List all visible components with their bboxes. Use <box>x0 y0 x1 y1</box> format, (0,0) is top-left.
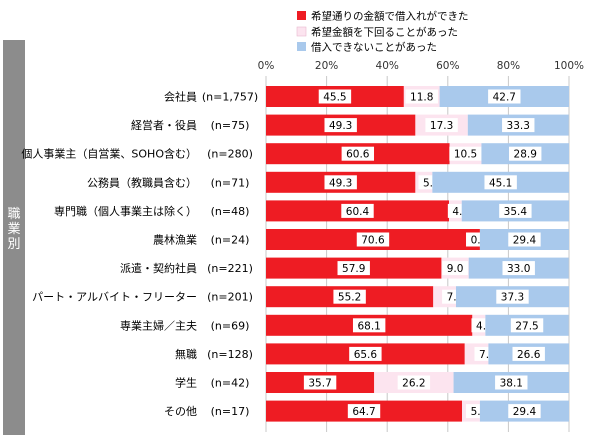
data-label: 9.0 <box>447 263 464 275</box>
legend-swatch-1 <box>297 11 306 20</box>
data-label-box <box>318 89 352 104</box>
data-label-box <box>405 89 438 104</box>
data-label: 60.6 <box>346 149 370 161</box>
data-label-box <box>324 118 357 133</box>
sample-size-label: (n=280) <box>207 148 253 161</box>
group-label-char: 職 <box>7 207 20 222</box>
data-label-box <box>484 175 517 190</box>
legend-label-2: 希望金額を下回ることがあった <box>311 26 458 39</box>
category-label: 会社員 <box>164 90 197 104</box>
legend-swatch-2 <box>296 26 307 37</box>
x-tick-label: 40% <box>376 60 399 72</box>
sample-size-label: (n=69) <box>211 319 250 332</box>
data-label: 64.7 <box>352 406 375 418</box>
category-label: 個人事業主（自営業、SOHO含む） <box>21 147 197 161</box>
data-label: 55.2 <box>338 292 361 304</box>
data-label: 35.4 <box>504 206 528 218</box>
category-label: パート・アルバイト・フリーター <box>32 291 197 304</box>
data-label: 45.5 <box>323 92 346 104</box>
group-band <box>3 40 25 435</box>
data-label-box <box>397 375 431 390</box>
data-label: 29.4 <box>513 235 537 247</box>
data-label: 45.1 <box>489 177 512 189</box>
sample-size-label: (n=75) <box>211 119 250 132</box>
x-tick-label: 60% <box>436 60 459 72</box>
data-label: 27.5 <box>515 320 538 332</box>
data-label-box <box>337 261 370 276</box>
category-label: 専門職（個人事業主は除く） <box>54 204 197 218</box>
data-label-box <box>508 404 541 419</box>
data-label-box <box>496 289 529 304</box>
category-label: 農林漁業 <box>153 233 197 247</box>
sample-size-label: (n=201) <box>207 291 253 304</box>
data-label-box <box>499 203 532 218</box>
sample-size-label: (n=24) <box>211 234 250 247</box>
data-label-box <box>508 232 541 247</box>
data-label-box <box>324 175 357 190</box>
data-label-box <box>509 146 542 161</box>
data-label-box <box>347 404 381 419</box>
category-label: 専業主婦／主夫 <box>120 318 197 332</box>
data-label-box <box>495 375 528 390</box>
data-label-box <box>449 146 482 161</box>
sample-size-label: (n=128) <box>207 348 253 361</box>
data-label-box <box>488 89 521 104</box>
sample-size-label: (n=221) <box>207 262 253 275</box>
sample-size-label: (n=48) <box>211 205 250 218</box>
data-label-box <box>502 118 535 133</box>
data-label: 37.3 <box>501 292 524 304</box>
sample-size-label: (n=42) <box>211 377 250 390</box>
data-label: 70.6 <box>361 235 385 247</box>
data-label: 38.1 <box>500 378 523 390</box>
data-label-box <box>442 261 468 276</box>
data-label-box <box>341 146 375 161</box>
data-label-box <box>425 118 458 133</box>
data-label: 60.4 <box>346 206 370 218</box>
legend-label-1: 希望通りの金額で借入れができた <box>311 10 469 23</box>
data-label: 29.4 <box>513 406 537 418</box>
category-label: 学生 <box>175 376 197 390</box>
x-tick-label: 80% <box>497 60 520 72</box>
data-label-box <box>502 261 535 276</box>
data-label-box <box>352 318 386 333</box>
data-label: 42.7 <box>493 92 516 104</box>
data-label: 57.9 <box>342 263 365 275</box>
data-label-box <box>303 375 337 390</box>
data-label: 35.7 <box>308 378 331 390</box>
data-label: 28.9 <box>514 149 537 161</box>
category-label: 派遣・契約社員 <box>120 261 197 275</box>
data-label: 65.6 <box>354 349 378 361</box>
category-label: 公務員（教職員含む） <box>87 175 197 189</box>
data-label: 17.3 <box>430 120 453 132</box>
sample-size-label: (n=71) <box>211 176 250 189</box>
sample-size-label: (n=1,757) <box>202 91 258 104</box>
category-label: 経営者・役員 <box>131 118 197 132</box>
data-label: 33.3 <box>507 120 530 132</box>
category-label: その他 <box>164 405 197 418</box>
data-label: 49.3 <box>329 120 352 132</box>
data-label: 26.2 <box>402 378 425 390</box>
data-label-box <box>512 346 545 361</box>
group-label-char: 別 <box>7 237 20 252</box>
category-label: 無職 <box>175 347 197 361</box>
x-tick-label: 20% <box>315 60 338 72</box>
data-label-box <box>349 346 382 361</box>
x-tick-label: 0% <box>258 60 275 72</box>
legend-swatch-3 <box>297 42 306 51</box>
data-label: 68.1 <box>357 320 380 332</box>
data-label-box <box>341 203 374 218</box>
x-tick-label: 100% <box>554 60 584 72</box>
group-label-char: 業 <box>7 221 20 237</box>
legend-label-3: 借入できないことがあった <box>311 41 437 54</box>
sample-size-label: (n=17) <box>211 405 250 418</box>
data-label-box <box>333 289 366 304</box>
data-label-box <box>356 232 390 247</box>
data-label: 10.5 <box>454 149 477 161</box>
data-label: 49.3 <box>329 177 352 189</box>
data-label: 26.6 <box>517 349 541 361</box>
data-label: 33.0 <box>507 263 530 275</box>
data-label: 11.8 <box>410 92 433 104</box>
data-label-box <box>510 318 544 333</box>
